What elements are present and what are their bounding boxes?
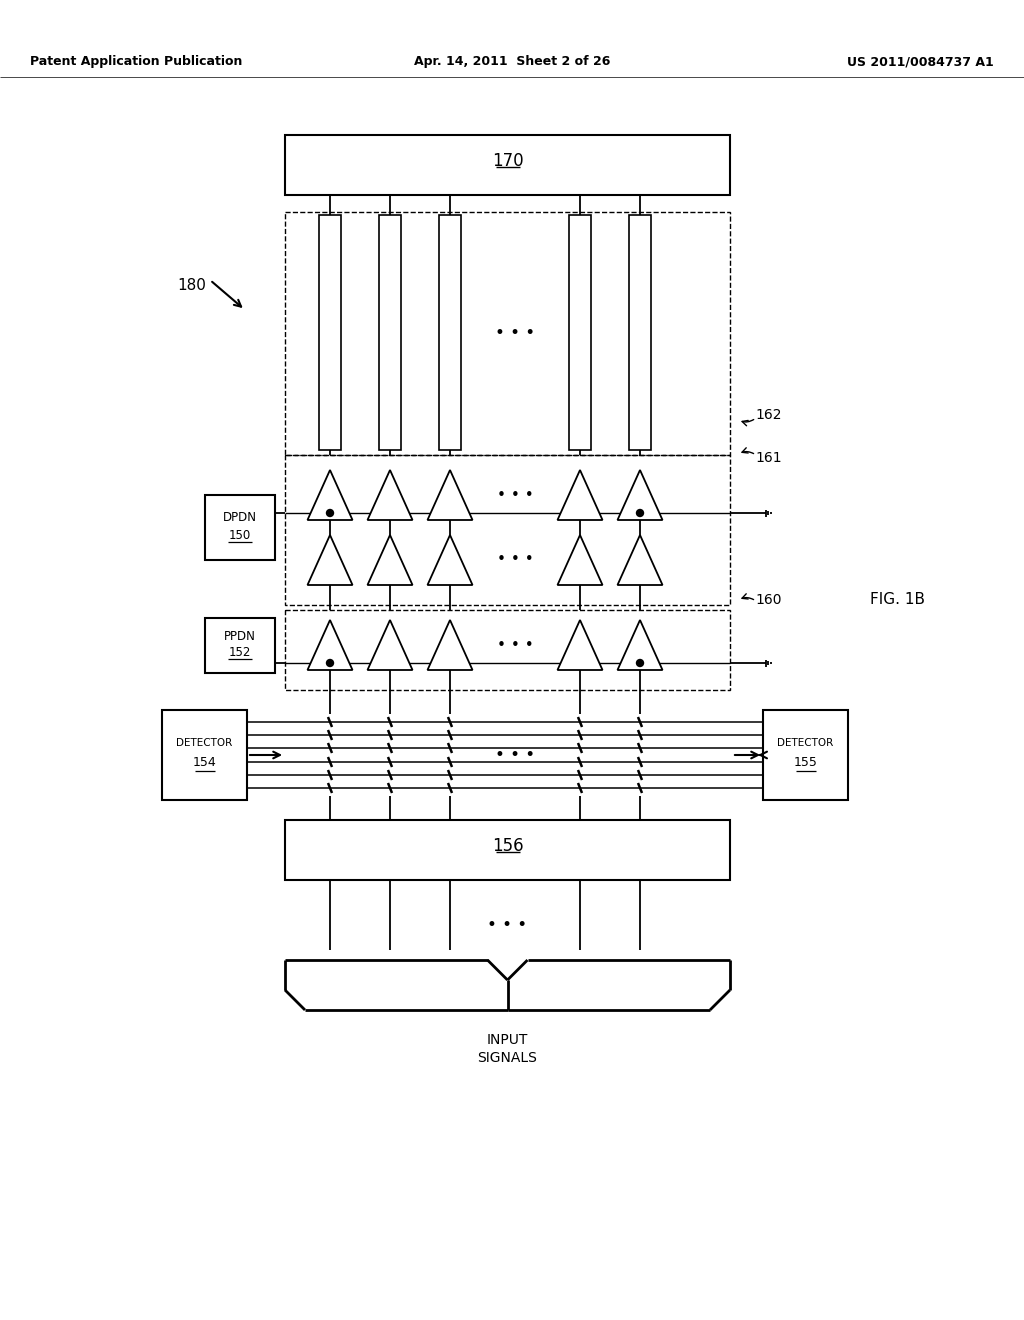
Text: INPUT: INPUT <box>486 1034 528 1047</box>
Text: • • •: • • • <box>487 916 527 935</box>
Text: • • •: • • • <box>497 638 534 652</box>
Polygon shape <box>617 620 663 671</box>
Bar <box>319 215 341 450</box>
Polygon shape <box>557 535 602 585</box>
Text: DETECTOR: DETECTOR <box>777 738 834 748</box>
Polygon shape <box>307 535 352 585</box>
Text: • • •: • • • <box>497 553 534 568</box>
Text: 156: 156 <box>492 837 523 855</box>
Polygon shape <box>427 535 472 585</box>
Circle shape <box>637 510 643 516</box>
Circle shape <box>637 660 643 667</box>
Text: SIGNALS: SIGNALS <box>477 1051 538 1065</box>
Text: 162: 162 <box>755 408 781 422</box>
Circle shape <box>327 660 334 667</box>
Text: Patent Application Publication: Patent Application Publication <box>30 55 243 69</box>
Text: PPDN: PPDN <box>224 631 256 644</box>
Circle shape <box>327 510 334 516</box>
Bar <box>379 215 401 450</box>
Text: 161: 161 <box>755 451 781 465</box>
Bar <box>439 215 461 450</box>
Text: 152: 152 <box>228 647 251 660</box>
Polygon shape <box>617 535 663 585</box>
Polygon shape <box>427 620 472 671</box>
Bar <box>763 710 848 800</box>
Polygon shape <box>427 470 472 520</box>
Bar <box>285 455 730 605</box>
Bar <box>205 495 275 560</box>
Text: Apr. 14, 2011  Sheet 2 of 26: Apr. 14, 2011 Sheet 2 of 26 <box>414 55 610 69</box>
Text: FIG. 1B: FIG. 1B <box>870 593 925 607</box>
Bar <box>162 710 247 800</box>
Text: 170: 170 <box>492 152 523 170</box>
Text: 155: 155 <box>794 756 817 770</box>
Text: • • •: • • • <box>495 323 536 342</box>
Polygon shape <box>368 620 413 671</box>
Polygon shape <box>368 470 413 520</box>
Text: 160: 160 <box>755 593 781 607</box>
Bar <box>629 215 651 450</box>
Text: 154: 154 <box>193 756 216 770</box>
Text: DETECTOR: DETECTOR <box>176 738 232 748</box>
Text: 180: 180 <box>177 277 207 293</box>
Text: 150: 150 <box>229 529 251 543</box>
Polygon shape <box>307 470 352 520</box>
Bar <box>285 610 730 690</box>
Bar <box>285 820 730 880</box>
Bar <box>285 213 730 455</box>
Text: US 2011/0084737 A1: US 2011/0084737 A1 <box>847 55 994 69</box>
Text: DPDN: DPDN <box>223 511 257 524</box>
Bar <box>285 135 730 195</box>
Polygon shape <box>557 620 602 671</box>
Bar <box>205 618 275 672</box>
Polygon shape <box>557 470 602 520</box>
Text: • • •: • • • <box>495 746 536 764</box>
Polygon shape <box>368 535 413 585</box>
Bar <box>569 215 591 450</box>
Polygon shape <box>617 470 663 520</box>
Polygon shape <box>307 620 352 671</box>
Text: • • •: • • • <box>497 487 534 503</box>
